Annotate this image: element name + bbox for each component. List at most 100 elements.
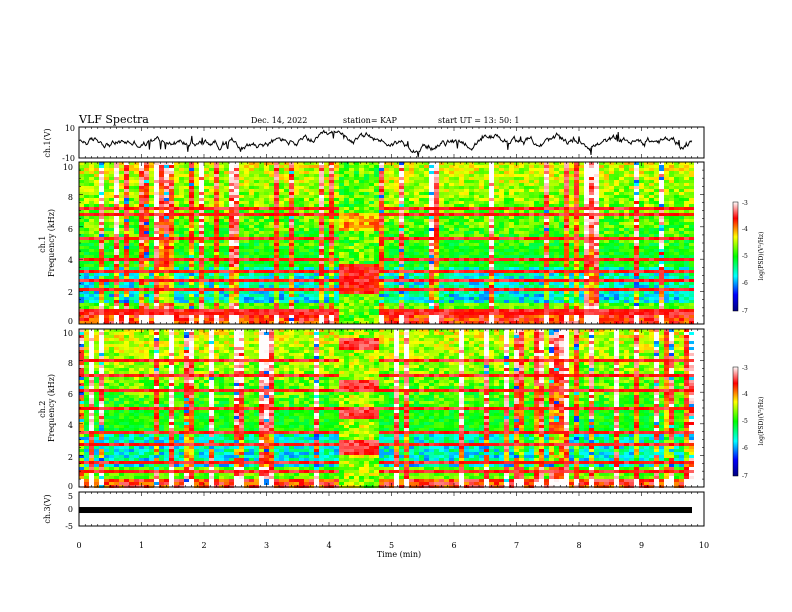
spectrogram-cell xyxy=(364,315,369,318)
spectrogram-cell xyxy=(94,231,99,234)
spectrogram-cell xyxy=(499,282,504,285)
spectrogram-cell xyxy=(484,213,489,216)
spectrogram-cell xyxy=(354,216,359,219)
spectrogram-cell xyxy=(179,180,184,183)
spectrogram-cell xyxy=(379,174,384,177)
spectrogram-cell xyxy=(344,288,349,291)
spectrogram-cell xyxy=(379,264,384,267)
spectrogram-cell xyxy=(234,219,239,222)
spectrogram-cell xyxy=(359,192,364,195)
spectrogram-cell xyxy=(164,255,169,258)
spectrogram-cell xyxy=(144,264,149,267)
spectrogram-cell xyxy=(184,243,189,246)
spectrogram-cell xyxy=(184,291,189,294)
spectrogram-cell xyxy=(169,321,174,324)
spectrogram-cell xyxy=(309,165,314,168)
spectrogram-cell xyxy=(469,309,474,312)
spectrogram-cell xyxy=(304,315,309,318)
spectrogram-cell xyxy=(429,171,434,174)
spectrogram-cell xyxy=(169,288,174,291)
spectrogram-cell xyxy=(399,270,404,273)
spectrogram-cell xyxy=(99,300,104,303)
spectrogram-cell xyxy=(389,276,394,279)
spectrogram-cell xyxy=(89,252,94,255)
spectrogram-cell xyxy=(454,189,459,192)
spectrogram-cell xyxy=(274,300,279,303)
spectrogram-cell xyxy=(479,201,484,204)
spectrogram-cell xyxy=(414,180,419,183)
spectrogram-cell xyxy=(244,162,249,165)
spectrogram-cell xyxy=(444,258,449,261)
spectrogram-cell xyxy=(319,189,324,192)
spectrogram-cell xyxy=(294,303,299,306)
spectrogram-cell xyxy=(264,294,269,297)
spectrogram-cell xyxy=(404,255,409,258)
spectrogram-cell xyxy=(99,177,104,180)
spectrogram-cell xyxy=(244,273,249,276)
spectrogram-cell xyxy=(189,306,194,309)
spectrogram-cell xyxy=(459,282,464,285)
spectrogram-cell xyxy=(489,249,494,252)
spectrogram-cell xyxy=(299,297,304,300)
spectrogram-cell xyxy=(454,198,459,201)
spectrogram-cell xyxy=(359,246,364,249)
spectrogram-cell xyxy=(229,276,234,279)
spectrogram-cell xyxy=(159,189,164,192)
spectrogram-cell xyxy=(159,192,164,195)
spectrogram-cell xyxy=(374,309,379,312)
spectrogram-cell xyxy=(359,201,364,204)
spectrogram-cell xyxy=(304,276,309,279)
spectrogram-cell xyxy=(84,228,89,231)
spectrogram-cell xyxy=(194,300,199,303)
spectrogram-cell xyxy=(454,216,459,219)
spectrogram-cell xyxy=(409,183,414,186)
spectrogram-cell xyxy=(359,291,364,294)
spectrogram-cell xyxy=(174,318,179,321)
spectrogram-cell xyxy=(374,294,379,297)
spectrogram-cell xyxy=(494,255,499,258)
spectrogram-cell xyxy=(289,288,294,291)
spectrogram-cell xyxy=(104,288,109,291)
spectrogram-cell xyxy=(184,180,189,183)
spectrogram-cell xyxy=(319,174,324,177)
spectrogram-cell xyxy=(94,222,99,225)
spectrogram-cell xyxy=(79,189,84,192)
spectrogram-cell xyxy=(459,255,464,258)
spectrogram-cell xyxy=(214,312,219,315)
spectrogram-cell xyxy=(239,177,244,180)
spectrogram-cell xyxy=(209,273,214,276)
spectrogram-cell xyxy=(409,249,414,252)
spectrogram-cell xyxy=(489,294,494,297)
spectrogram-cell xyxy=(149,171,154,174)
spectrogram-cell xyxy=(374,267,379,270)
spectrogram-cell xyxy=(394,189,399,192)
spectrogram-cell xyxy=(324,255,329,258)
spectrogram-cell xyxy=(449,192,454,195)
spectrogram-cell xyxy=(169,198,174,201)
spectrogram-cell xyxy=(89,189,94,192)
spectrogram-cell xyxy=(414,216,419,219)
spectrogram-cell xyxy=(134,198,139,201)
spectrogram-cell xyxy=(404,240,409,243)
spectrogram-cell xyxy=(89,204,94,207)
spectrogram-cell xyxy=(244,222,249,225)
spectrogram-cell xyxy=(429,270,434,273)
spectrogram-cell xyxy=(219,246,224,249)
spectrogram-cell xyxy=(464,174,469,177)
spectrogram-cell xyxy=(234,264,239,267)
spectrogram-cell xyxy=(79,321,84,324)
spectrogram-cell xyxy=(94,228,99,231)
spectrogram-cell xyxy=(109,273,114,276)
spectrogram-cell xyxy=(514,303,519,306)
spectrogram-cell xyxy=(219,267,224,270)
spectrogram-cell xyxy=(329,210,334,213)
spectrogram-cell xyxy=(209,282,214,285)
spectrogram-cell xyxy=(344,186,349,189)
spectrogram-cell xyxy=(394,321,399,324)
spectrogram-cell xyxy=(369,312,374,315)
spectrogram-cell xyxy=(144,219,149,222)
spectrogram-cell xyxy=(354,180,359,183)
spectrogram-cell xyxy=(504,162,509,165)
spectrogram-cell xyxy=(194,285,199,288)
spectrogram-cell xyxy=(289,210,294,213)
